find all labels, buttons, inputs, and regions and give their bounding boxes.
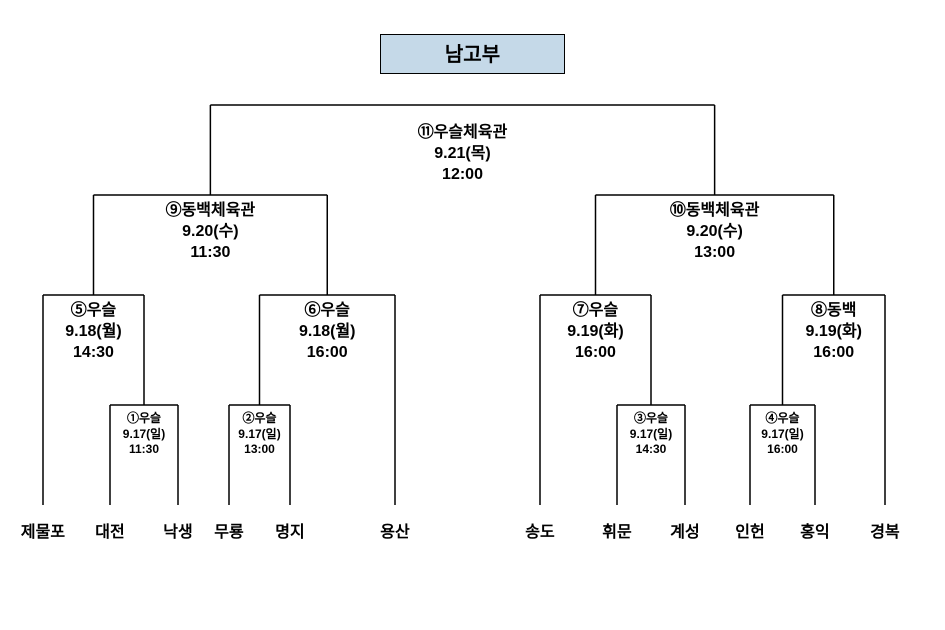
team-2: 낙생 (163, 518, 192, 542)
match-qf-6: ⑥우슬9.18(월)16:00 (299, 301, 356, 363)
team-5: 용산 (380, 518, 409, 542)
team-1: 대전 (95, 518, 124, 542)
match-qf-8: ⑧동백9.19(화)16:00 (805, 301, 862, 363)
match-r1-4: ④우슬9.17(일)16:00 (761, 411, 803, 458)
match-qf-7: ⑦우슬9.19(화)16:00 (567, 301, 624, 363)
team-3: 무룡 (214, 518, 243, 542)
team-10: 홍익 (800, 518, 829, 542)
division-title-text: 남고부 (445, 44, 500, 66)
match-r1-1: ①우슬9.17(일)11:30 (123, 411, 165, 458)
match-final-11: ⑪우슬체육관9.21(목)12:00 (418, 123, 508, 185)
team-7: 휘문 (602, 518, 631, 542)
match-qf-5: ⑤우슬9.18(월)14:30 (65, 301, 122, 363)
team-9: 인헌 (735, 518, 764, 542)
team-6: 송도 (525, 518, 554, 542)
match-r1-3: ③우슬9.17(일)14:30 (630, 411, 672, 458)
team-8: 계성 (670, 518, 699, 542)
match-sf-10: ⑩동백체육관9.20(수)13:00 (670, 201, 760, 263)
team-4: 명지 (275, 518, 304, 542)
team-11: 경복 (870, 518, 899, 542)
match-r1-2: ②우슬9.17(일)13:00 (238, 411, 280, 458)
match-sf-9: ⑨동백체육관9.20(수)11:30 (166, 201, 256, 263)
team-0: 제물포 (21, 518, 65, 542)
division-title: 남고부 (380, 34, 565, 74)
